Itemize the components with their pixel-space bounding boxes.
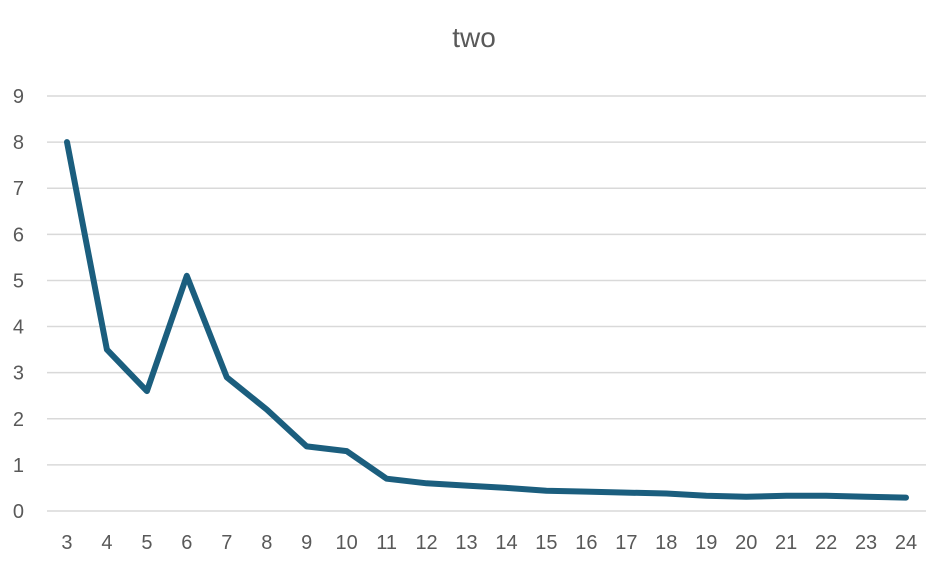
data-point (225, 376, 228, 379)
y-tick-label: 6 (13, 224, 24, 246)
data-point (425, 482, 428, 485)
x-tick-label: 12 (415, 532, 437, 554)
data-point (305, 445, 308, 448)
y-tick-label: 5 (13, 270, 24, 292)
series-line-0 (64, 139, 909, 501)
x-tick-label: 17 (615, 532, 637, 554)
data-point (185, 274, 188, 277)
y-tick-label: 0 (13, 501, 24, 523)
chart-title: two (452, 22, 496, 53)
y-tick-label: 1 (13, 455, 24, 477)
data-point (385, 477, 388, 480)
x-tick-label: 6 (181, 532, 192, 554)
data-point (465, 484, 468, 487)
y-tick-label: 8 (13, 132, 24, 154)
x-tick-label: 21 (775, 532, 797, 554)
x-tick-label: 16 (575, 532, 597, 554)
x-tick-label: 24 (895, 532, 917, 554)
data-point (625, 491, 628, 494)
data-point (265, 408, 268, 411)
data-point (585, 490, 588, 493)
y-tick-label: 7 (13, 178, 24, 200)
y-tick-label: 4 (13, 317, 24, 339)
x-tick-label: 9 (301, 532, 312, 554)
data-point (145, 390, 148, 393)
data-point (345, 450, 348, 453)
y-tick-label: 2 (13, 409, 24, 431)
x-tick-label: 18 (655, 532, 677, 554)
x-tick-label: 14 (495, 532, 517, 554)
x-tick-label: 4 (101, 532, 112, 554)
data-point (505, 486, 508, 489)
y-tick-label: 3 (13, 363, 24, 385)
x-tick-label: 7 (221, 532, 232, 554)
x-tick-label: 5 (141, 532, 152, 554)
x-tick-label: 11 (376, 532, 397, 554)
data-point (665, 492, 668, 495)
x-tick-label: 10 (336, 532, 358, 554)
x-tick-label: 13 (455, 532, 477, 554)
data-point (705, 494, 708, 497)
x-tick-label: 8 (261, 532, 272, 554)
data-point (785, 494, 788, 497)
x-tick-label: 23 (855, 532, 877, 554)
data-point (65, 141, 68, 144)
y-tick-label: 9 (13, 86, 24, 108)
x-tick-label: 20 (735, 532, 757, 554)
data-point (825, 494, 828, 497)
data-point (545, 489, 548, 492)
x-tick-label: 19 (695, 532, 717, 554)
data-point (865, 495, 868, 498)
data-point (905, 496, 908, 499)
x-tick-label: 3 (61, 532, 72, 554)
data-point (745, 495, 748, 498)
data-point (105, 348, 108, 351)
x-tick-label: 15 (535, 532, 557, 554)
x-tick-label: 22 (815, 532, 837, 554)
